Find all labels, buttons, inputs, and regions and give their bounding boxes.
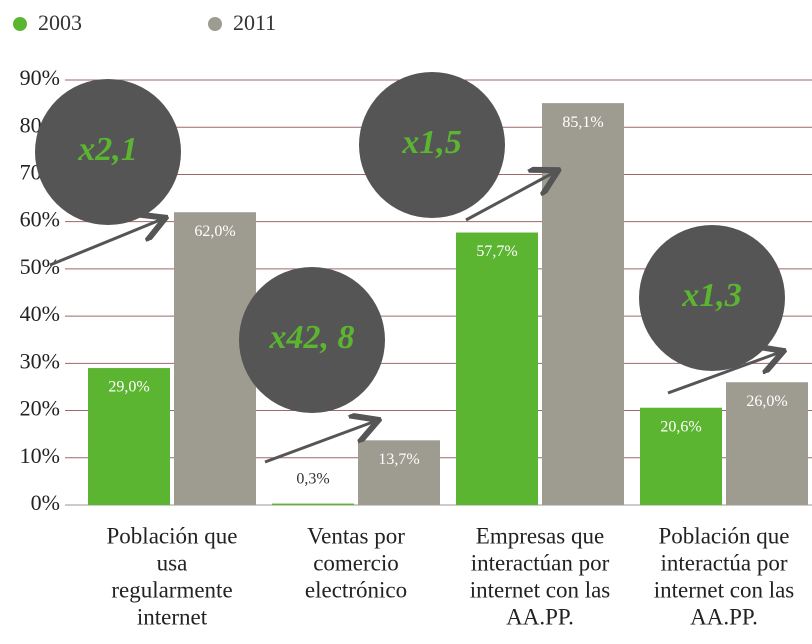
value-label: 0,3% bbox=[296, 470, 329, 487]
annotation: x1,5 bbox=[401, 124, 462, 161]
x-tick-label: AA.PP. bbox=[690, 604, 758, 629]
annotation: x42, 8 bbox=[269, 319, 355, 356]
x-tick-label: internet con las bbox=[654, 577, 795, 602]
bar bbox=[640, 407, 722, 505]
arrow bbox=[465, 173, 553, 222]
x-tick-label: interactúan por bbox=[471, 550, 610, 575]
annotation-bubble bbox=[359, 72, 505, 218]
annotation: x1,3 bbox=[681, 277, 742, 314]
y-tick-label: 50% bbox=[20, 254, 60, 279]
value-label: 57,7% bbox=[476, 243, 517, 260]
annotation-bubble bbox=[35, 79, 181, 225]
y-tick-label: 0% bbox=[31, 490, 60, 515]
value-label: 85,1% bbox=[562, 114, 603, 131]
bar bbox=[542, 103, 624, 505]
legend-label: 2003 bbox=[38, 10, 82, 35]
x-tick-label: Ventas por bbox=[307, 523, 405, 548]
x-tick-label: comercio bbox=[313, 550, 399, 575]
y-tick-label: 10% bbox=[20, 443, 60, 468]
y-tick-label: 40% bbox=[20, 301, 60, 326]
value-label: 29,0% bbox=[108, 379, 149, 396]
y-tick-label: 60% bbox=[20, 207, 60, 232]
value-label: 13,7% bbox=[378, 451, 419, 468]
arrow bbox=[667, 353, 778, 395]
annotation: x2,1 bbox=[77, 131, 138, 168]
x-tick-label: electrónico bbox=[305, 577, 407, 602]
x-tick-label: internet con las bbox=[470, 577, 611, 602]
arrow bbox=[264, 422, 373, 464]
y-tick-label: 20% bbox=[20, 396, 60, 421]
legend-label: 2011 bbox=[233, 10, 276, 35]
x-tick-label: AA.PP. bbox=[506, 604, 574, 629]
x-tick-label: regularmente bbox=[111, 577, 232, 602]
x-tick-label: Población que bbox=[107, 523, 238, 548]
annotation-bubble bbox=[239, 267, 385, 413]
bar bbox=[358, 440, 440, 505]
x-tick-label: Empresas que bbox=[476, 523, 604, 548]
bar bbox=[726, 382, 808, 505]
value-label: 26,0% bbox=[746, 393, 787, 410]
y-tick-label: 30% bbox=[20, 348, 60, 373]
bar bbox=[272, 503, 354, 505]
x-tick-label: interactúa por bbox=[660, 550, 787, 575]
x-tick-label: internet bbox=[137, 604, 208, 629]
bar bbox=[88, 368, 170, 505]
value-label: 20,6% bbox=[660, 418, 701, 435]
x-tick-label: usa bbox=[157, 550, 188, 575]
legend-marker bbox=[13, 17, 27, 31]
x-tick-label: Población que bbox=[659, 523, 790, 548]
arrow bbox=[49, 220, 160, 267]
annotation-bubble bbox=[639, 225, 785, 371]
bar bbox=[456, 232, 538, 505]
value-label: 62,0% bbox=[194, 223, 235, 240]
y-tick-label: 90% bbox=[20, 65, 60, 90]
legend-marker bbox=[208, 17, 222, 31]
